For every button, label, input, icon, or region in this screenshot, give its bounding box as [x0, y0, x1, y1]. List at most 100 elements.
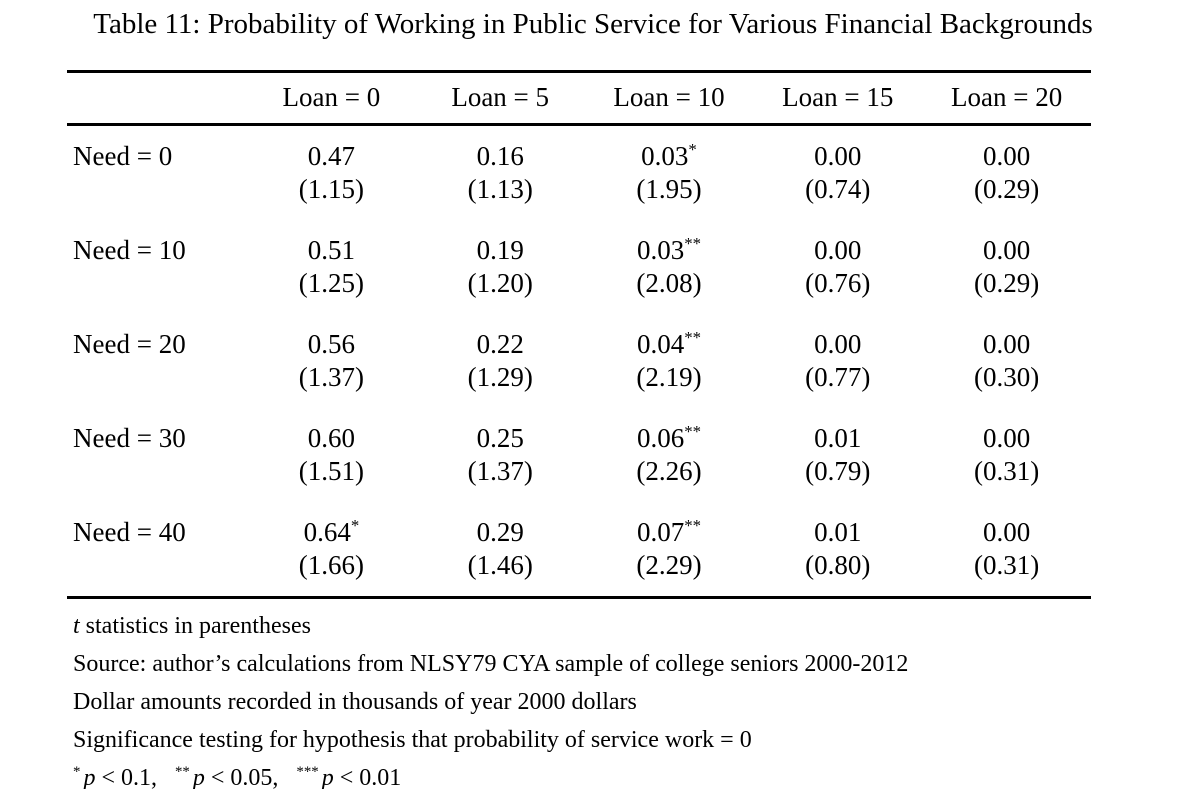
estimate-cell: 0.60: [247, 408, 416, 455]
tstat-cell: (1.66): [298, 550, 365, 580]
estimate-value: 0.00: [982, 517, 1031, 547]
significance-stars: **: [684, 234, 701, 253]
column-header: Loan = 0: [247, 71, 416, 126]
tstat-symbol: t: [73, 613, 80, 639]
estimate-value: 0.06: [637, 423, 685, 453]
tstat-row: (1.51) (1.37) (2.26) (0.79) (0.31): [67, 455, 1091, 502]
tstat-cell: (0.31): [973, 456, 1040, 486]
column-header-stub: [67, 71, 247, 126]
estimate-value: 0.22: [476, 329, 524, 359]
estimate-cell: 0.03**: [585, 220, 754, 267]
estimate-cell: 0.29: [416, 502, 585, 549]
tstat-cell: (0.31): [973, 550, 1040, 580]
row-label: Need = 0: [73, 141, 173, 171]
estimate-cell: 0.07**: [585, 502, 754, 549]
tstat-cell: (1.51): [298, 456, 365, 486]
tstat-row: (1.25) (1.20) (2.08) (0.76) (0.29): [67, 267, 1091, 314]
estimate-cell: 0.06**: [585, 408, 754, 455]
estimate-cell: 0.04**: [585, 314, 754, 361]
estimate-value: 0.00: [982, 141, 1031, 171]
legend-pvar-p01: p: [321, 765, 334, 789]
estimate-row: Need = 0 0.47 0.16 0.03* 0.00 0.00: [67, 125, 1091, 174]
estimate-cell: 0.22: [416, 314, 585, 361]
legend-stars-p10: *: [73, 764, 81, 780]
results-table: Loan = 0 Loan = 5 Loan = 10 Loan = 15 Loan =…: [67, 70, 1091, 599]
estimate-cell: 0.03*: [585, 125, 754, 174]
estimate-cell: 0.19: [416, 220, 585, 267]
estimate-cell: 0.25: [416, 408, 585, 455]
estimate-row: Need = 20 0.56 0.22 0.04** 0.00 0.00: [67, 314, 1091, 361]
table-notes: t statistics in parentheses Source: auth…: [67, 607, 1091, 789]
tstat-cell: (1.20): [467, 268, 533, 298]
estimate-value: 0.00: [814, 235, 862, 265]
tstat-cell: (1.37): [298, 362, 365, 392]
tstat-cell: (2.26): [636, 456, 702, 486]
legend-pvar-p10: p: [83, 765, 96, 789]
tstat-cell: (0.77): [805, 362, 871, 392]
estimate-row: Need = 30 0.60 0.25 0.06** 0.01 0.00: [67, 408, 1091, 455]
estimate-value: 0.07: [637, 517, 685, 547]
tstat-row: (1.37) (1.29) (2.19) (0.77) (0.30): [67, 361, 1091, 408]
legend-cond-p01: < 0.01: [333, 765, 402, 789]
note-tstat-text: statistics in parentheses: [79, 613, 311, 639]
tstat-cell: (1.25): [298, 268, 365, 298]
tstat-cell: (1.37): [467, 456, 533, 486]
tstat-cell: (1.29): [467, 362, 533, 392]
estimate-cell: 0.51: [247, 220, 416, 267]
row-label: Need = 30: [73, 423, 186, 453]
estimate-cell: 0.47: [247, 125, 416, 174]
tstat-cell: (1.13): [467, 174, 533, 204]
estimate-value: 0.03: [641, 141, 689, 171]
note-significance: Significance testing for hypothesis that…: [73, 727, 752, 753]
estimate-value: 0.16: [476, 141, 524, 171]
tstat-cell: (0.29): [973, 174, 1040, 204]
legend-item-p10: * p < 0.1,: [73, 765, 157, 789]
legend-stars-p01: ***: [296, 764, 319, 780]
estimate-value: 0.25: [476, 423, 524, 453]
significance-stars: **: [684, 516, 701, 535]
legend-cond-p10: < 0.1,: [95, 765, 157, 789]
note-source: Source: author’s calculations from NLSY7…: [73, 651, 909, 677]
estimate-value: 0.29: [476, 517, 524, 547]
estimate-cell: 0.16: [416, 125, 585, 174]
row-label: Need = 10: [73, 235, 186, 265]
column-header: Loan = 10: [584, 71, 754, 126]
estimate-cell: 0.56: [247, 314, 416, 361]
tstat-cell: (0.79): [805, 456, 871, 486]
estimate-value: 0.01: [814, 423, 862, 453]
estimate-cell: 0.00: [922, 220, 1091, 267]
tstat-cell: (1.46): [467, 550, 533, 580]
results-table-header: Loan = 0 Loan = 5 Loan = 10 Loan = 15 Loan =…: [67, 71, 1091, 126]
tstat-cell: (1.95): [636, 174, 702, 204]
table-wrap: Loan = 0 Loan = 5 Loan = 10 Loan = 15 Loan =…: [67, 70, 1091, 789]
row-label: Need = 20: [73, 329, 186, 359]
estimate-value: 0.00: [814, 141, 862, 171]
tstat-cell: (0.30): [973, 362, 1040, 392]
estimate-value: 0.03: [637, 235, 685, 265]
legend-stars-p05: **: [174, 764, 190, 780]
significance-stars: **: [684, 422, 701, 441]
legend-cond-p05: < 0.05,: [204, 765, 279, 789]
tstat-row: (1.66) (1.46) (2.29) (0.80) (0.31): [67, 549, 1091, 598]
estimate-value: 0.60: [307, 423, 356, 453]
estimate-value: 0.00: [814, 329, 862, 359]
row-label: Need = 40: [73, 517, 186, 547]
note-dollar: Dollar amounts recorded in thousands of …: [73, 689, 637, 715]
legend-item-p05: ** p < 0.05,: [175, 765, 278, 789]
estimate-cell: 0.00: [922, 125, 1091, 174]
estimate-cell: 0.00: [753, 125, 922, 174]
column-header: Loan = 20: [922, 71, 1091, 126]
estimate-cell: 0.00: [922, 502, 1091, 549]
tstat-cell: (1.15): [298, 174, 365, 204]
tstat-row: (1.15) (1.13) (1.95) (0.74) (0.29): [67, 173, 1091, 220]
tstat-cell: (2.29): [636, 550, 702, 580]
estimate-row: Need = 10 0.51 0.19 0.03** 0.00 0.00: [67, 220, 1091, 267]
tstat-cell: (2.19): [636, 362, 702, 392]
estimate-cell: 0.00: [922, 408, 1091, 455]
tstat-cell: (2.08): [636, 268, 702, 298]
tstat-cell: (0.74): [805, 174, 871, 204]
column-header: Loan = 5: [415, 71, 585, 126]
estimate-value: 0.01: [814, 517, 862, 547]
estimate-value: 0.64: [303, 517, 351, 547]
estimate-value: 0.04: [637, 329, 685, 359]
